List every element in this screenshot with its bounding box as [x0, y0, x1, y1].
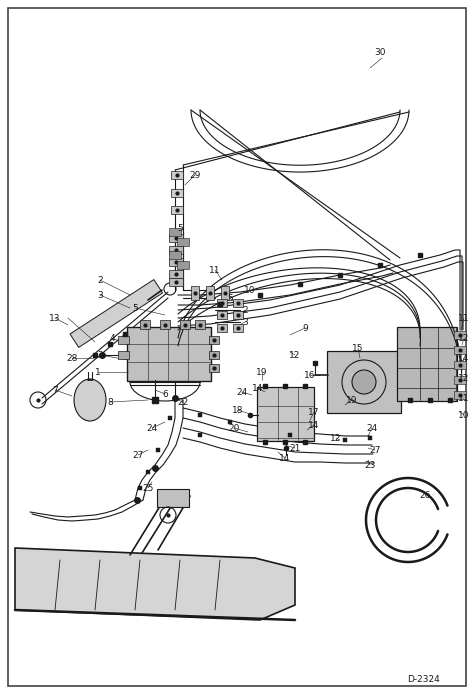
Text: 21: 21: [289, 443, 301, 452]
Text: 24: 24: [366, 423, 378, 432]
Text: 12: 12: [289, 350, 301, 359]
Text: 15: 15: [352, 344, 364, 353]
Text: 11: 11: [209, 266, 221, 275]
Text: 18: 18: [232, 405, 244, 414]
Text: 13: 13: [49, 314, 61, 323]
Bar: [454, 361, 466, 369]
Bar: [171, 171, 183, 179]
FancyBboxPatch shape: [397, 327, 457, 401]
Bar: [221, 286, 229, 300]
Text: 14: 14: [308, 421, 319, 430]
Bar: [169, 251, 181, 259]
Bar: [191, 286, 199, 300]
Text: 1: 1: [95, 368, 101, 377]
Bar: [233, 299, 243, 307]
Bar: [454, 331, 466, 339]
FancyBboxPatch shape: [127, 327, 211, 381]
Text: 3: 3: [242, 317, 248, 326]
Bar: [70, 280, 163, 348]
Bar: [169, 234, 183, 242]
Text: D-2324: D-2324: [407, 675, 440, 684]
Circle shape: [352, 370, 376, 394]
Bar: [118, 351, 129, 359]
Bar: [217, 311, 227, 319]
Bar: [160, 320, 170, 329]
Bar: [454, 391, 466, 399]
Text: 24: 24: [146, 423, 158, 432]
FancyBboxPatch shape: [257, 387, 314, 441]
FancyBboxPatch shape: [157, 489, 189, 507]
Text: 3: 3: [97, 291, 103, 300]
FancyBboxPatch shape: [327, 351, 401, 413]
Text: 10: 10: [458, 410, 470, 419]
Text: 28: 28: [66, 353, 78, 362]
Text: 5: 5: [227, 294, 233, 303]
Text: 7: 7: [52, 385, 58, 394]
Text: 14: 14: [458, 353, 470, 362]
Text: 9: 9: [302, 323, 308, 332]
Text: 25: 25: [142, 484, 154, 493]
Text: 27: 27: [369, 446, 381, 455]
Bar: [169, 246, 183, 254]
Text: 10: 10: [244, 285, 256, 294]
Text: 20: 20: [228, 423, 240, 432]
Text: 12: 12: [458, 334, 470, 343]
Text: 19: 19: [256, 368, 268, 377]
Bar: [454, 346, 466, 354]
Bar: [169, 258, 183, 266]
Bar: [209, 351, 219, 359]
Bar: [209, 364, 219, 372]
Text: 23: 23: [365, 461, 376, 470]
Text: 11: 11: [458, 314, 470, 323]
Text: 17: 17: [308, 407, 320, 416]
Bar: [169, 278, 183, 286]
Polygon shape: [15, 548, 295, 620]
Text: 2: 2: [242, 305, 248, 314]
Bar: [233, 311, 243, 319]
Bar: [217, 299, 227, 307]
Text: 5: 5: [177, 223, 183, 232]
Text: 12: 12: [458, 373, 470, 382]
Text: 11: 11: [458, 393, 470, 403]
Bar: [118, 336, 129, 344]
Bar: [171, 206, 183, 214]
Text: 29: 29: [189, 171, 201, 180]
Ellipse shape: [74, 379, 106, 421]
Bar: [454, 376, 466, 384]
Text: 12: 12: [330, 434, 342, 443]
Text: 24: 24: [237, 387, 247, 396]
Bar: [195, 320, 205, 329]
Text: 16: 16: [304, 371, 316, 380]
Text: 2: 2: [97, 276, 103, 285]
Text: 14: 14: [252, 384, 264, 393]
Bar: [233, 324, 243, 332]
Bar: [177, 238, 189, 246]
Bar: [206, 286, 214, 300]
Bar: [180, 320, 190, 329]
Text: 30: 30: [374, 47, 386, 56]
Text: 14: 14: [279, 453, 291, 462]
Text: 6: 6: [162, 389, 168, 398]
Text: 5: 5: [132, 303, 138, 312]
Bar: [140, 320, 150, 329]
Text: 22: 22: [177, 398, 189, 407]
Text: 26: 26: [419, 491, 431, 500]
Text: 19: 19: [346, 396, 358, 405]
Text: 3: 3: [97, 350, 103, 359]
Text: 4: 4: [109, 334, 115, 343]
Bar: [217, 324, 227, 332]
Bar: [169, 270, 183, 278]
Bar: [177, 261, 189, 269]
Bar: [169, 228, 181, 236]
Bar: [171, 189, 183, 197]
Text: 8: 8: [107, 398, 113, 407]
Bar: [209, 336, 219, 344]
Text: 27: 27: [132, 450, 144, 459]
